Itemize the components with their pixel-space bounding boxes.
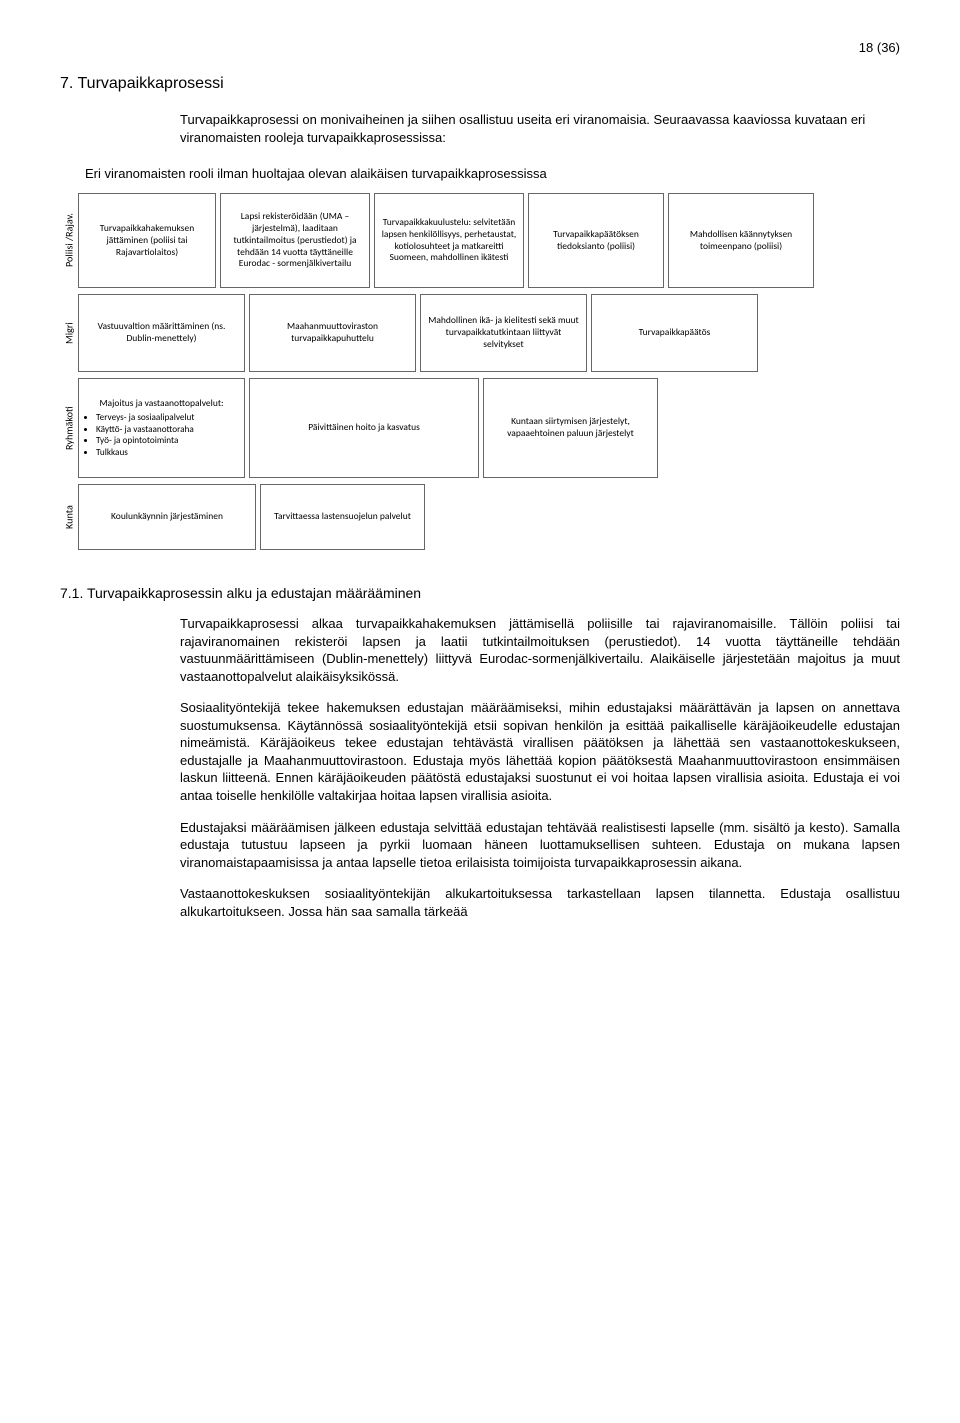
process-box: Lapsi rekisteröidään (UMA – järjestelmä)… (220, 193, 370, 288)
lane-label-ryhmakoti: Ryhmäkoti (60, 378, 78, 478)
process-box: Vastuuvaltion määrittäminen (ns. Dublin-… (78, 294, 245, 372)
paragraph-2: Sosiaalityöntekijä tekee hakemuksen edus… (180, 699, 900, 804)
process-box: Mahdollisen käännytyksen toimeenpano (po… (668, 193, 814, 288)
intro-paragraph: Turvapaikkaprosessi on monivaiheinen ja … (180, 111, 900, 146)
heading-sub: 7.1. Turvapaikkaprosessin alku ja edusta… (60, 585, 900, 601)
paragraph-3: Edustajaksi määräämisen jälkeen edustaja… (180, 819, 900, 872)
lane-kunta: Kunta Koulunkäynnin järjestäminenTarvitt… (60, 484, 900, 550)
swimlane-chart: Poliisi /Rajav. Turvapaikkahakemuksen jä… (60, 193, 900, 550)
lane-migri: Migri Vastuuvaltion määrittäminen (ns. D… (60, 294, 900, 372)
process-box: Turvapaikkahakemuksen jättäminen (poliis… (78, 193, 216, 288)
process-box: Turvapaikkakuulustelu: selvitetään lapse… (374, 193, 524, 288)
lane-poliisi: Poliisi /Rajav. Turvapaikkahakemuksen jä… (60, 193, 900, 288)
process-box: Koulunkäynnin järjestäminen (78, 484, 256, 550)
heading-main: 7. Turvapaikkaprosessi (60, 75, 900, 93)
process-box: Maahanmuuttoviraston turvapaikkapuhuttel… (249, 294, 416, 372)
lane-label-poliisi: Poliisi /Rajav. (60, 193, 78, 288)
lane-label-kunta: Kunta (60, 484, 78, 550)
process-box: Kuntaan siirtymisen järjestelyt, vapaaeh… (483, 378, 658, 478)
process-box: Turvapaikkapäätöksen tiedoksianto (polii… (528, 193, 664, 288)
process-box: Mahdollinen ikä- ja kielitesti sekä muut… (420, 294, 587, 372)
page-number: 18 (36) (60, 40, 900, 55)
paragraph-4: Vastaanottokeskuksen sosiaalityöntekijän… (180, 885, 900, 920)
lane-ryhmakoti: Ryhmäkoti Majoitus ja vastaanottopalvelu… (60, 378, 900, 478)
chart-title: Eri viranomaisten rooli ilman huoltajaa … (85, 166, 900, 181)
process-box: Tarvittaessa lastensuojelun palvelut (260, 484, 425, 550)
lane-label-migri: Migri (60, 294, 78, 372)
process-box: Päivittäinen hoito ja kasvatus (249, 378, 479, 478)
process-box-bullets: Majoitus ja vastaanottopalvelut:Terveys-… (78, 378, 245, 478)
paragraph-1: Turvapaikkaprosessi alkaa turvapaikkahak… (180, 615, 900, 685)
process-box: Turvapaikkapäätös (591, 294, 758, 372)
